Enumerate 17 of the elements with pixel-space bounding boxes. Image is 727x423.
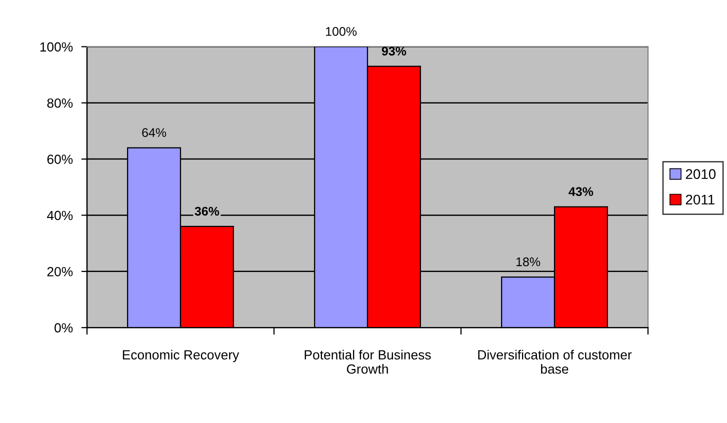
data-label: 43% — [568, 187, 594, 196]
y-tick-label: 80% — [47, 98, 73, 108]
data-label: 93% — [382, 46, 406, 56]
y-tick-label: 40% — [47, 210, 73, 220]
y-tick-label: 100% — [40, 42, 73, 52]
y-tick-label: 0% — [54, 323, 73, 333]
data-label: 100% — [326, 27, 357, 36]
x-tick-label: Diversification of customer base — [478, 350, 632, 374]
x-tick-label: Potential for Business Growth — [304, 350, 431, 374]
y-tick-label: 20% — [47, 266, 73, 276]
legend-label: 2010 — [686, 169, 716, 180]
y-tick-label: 60% — [47, 154, 73, 164]
x-tick-label: Economic Recovery — [122, 350, 240, 362]
data-label: 18% — [516, 257, 540, 266]
legend-label: 2011 — [686, 194, 714, 205]
data-label: 36% — [194, 206, 220, 216]
data-label: 64% — [142, 128, 166, 138]
